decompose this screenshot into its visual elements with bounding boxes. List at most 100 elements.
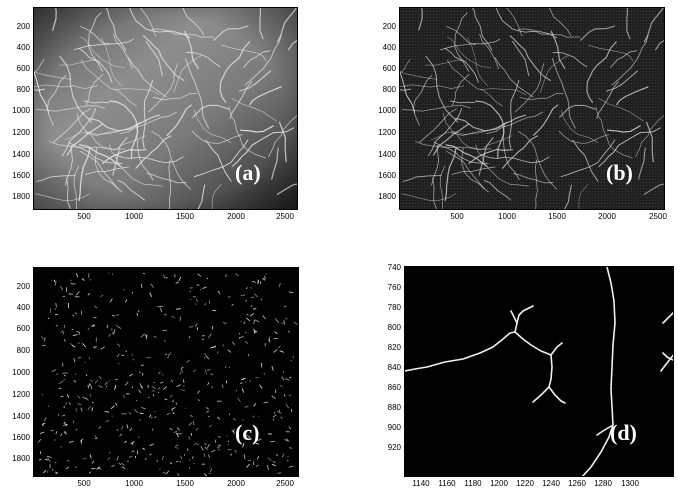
segment-pixel [121, 462, 125, 466]
x-tick-label: 2000 [227, 479, 245, 488]
fiber-strand [168, 159, 172, 209]
segment-pixel [141, 407, 146, 410]
fiber-strand [479, 33, 499, 70]
y-tick-label: 800 [382, 85, 396, 94]
fiber-strand [73, 38, 134, 51]
y-tick-label: 1200 [12, 128, 30, 137]
y-tick-label: 1400 [12, 412, 30, 421]
fiber-strand [475, 100, 505, 159]
segment-pixel [98, 375, 102, 380]
segment-pixel [159, 307, 163, 313]
fiber-strand [475, 144, 529, 187]
segment-pixel [238, 337, 240, 340]
fiber-strand [276, 183, 297, 195]
segment-pixel [129, 427, 133, 432]
segment-pixel [171, 315, 175, 318]
segment-pixel [277, 345, 281, 349]
y-tick-label: 1400 [12, 150, 30, 159]
fiber-strand [213, 25, 249, 41]
fiber-strand [483, 180, 512, 201]
fiber-strand [512, 40, 530, 77]
segment-pixel [189, 414, 193, 418]
fiber-strand [211, 183, 222, 209]
x-tick-label: 2500 [649, 212, 667, 221]
x-tick-label: 500 [77, 479, 91, 488]
segment-pixel [116, 314, 119, 317]
segment-pixel [115, 324, 119, 328]
segment-pixel [149, 292, 153, 297]
fiber-strand [400, 71, 416, 113]
x-tick-label: 1140 [412, 479, 430, 488]
fiber-strand [61, 108, 97, 157]
segment-pixel [180, 389, 186, 392]
segment-pixel [210, 468, 213, 473]
segment-pixel [164, 314, 167, 316]
segment-pixel [37, 438, 42, 443]
segment-pixel [93, 316, 97, 319]
segment-pixel [60, 433, 63, 437]
fiber-strand [508, 79, 520, 149]
segment-pixel [106, 420, 110, 422]
y-tick-label: 820 [387, 343, 401, 352]
segment-pixel [131, 450, 133, 453]
fiber-strand [501, 135, 539, 169]
y-tick-label: 200 [16, 282, 30, 291]
segment-pixel [85, 373, 88, 377]
fiber-strand [219, 41, 251, 104]
segment-pixel [207, 443, 210, 448]
fiber-strand [66, 177, 72, 209]
segment-pixel [59, 285, 64, 291]
fiber-strand [244, 35, 282, 86]
segment-pixel [142, 447, 146, 450]
segment-pixel [204, 303, 206, 306]
segment-pixel [246, 313, 249, 316]
segment-pixel [150, 283, 154, 288]
segment-pixel [98, 385, 103, 388]
segment-pixel [180, 368, 184, 373]
fiber-strand [431, 131, 486, 141]
segment-pixel [217, 446, 221, 449]
segment-pixel [47, 470, 49, 473]
segment-pixel [268, 336, 271, 341]
segment-pixel [119, 433, 123, 437]
fiber-strand [100, 37, 122, 87]
fiber-strand [517, 131, 558, 190]
x-tick-label: 1240 [542, 479, 560, 488]
fiber-strand [59, 55, 93, 123]
segment-pixel [288, 426, 292, 430]
segment-pixel [249, 287, 253, 289]
segment-pixel [217, 290, 221, 294]
segment-pixel [285, 403, 290, 409]
segment-pixel [77, 356, 82, 359]
segment-pixel [177, 472, 180, 476]
segment-pixel [264, 275, 266, 280]
fiber-strand [34, 71, 72, 80]
fiber-strand [643, 183, 664, 195]
y-tick-label: 740 [387, 263, 401, 272]
segment-pixel [179, 461, 182, 463]
segment-pixel [195, 298, 199, 303]
fiber-strand [494, 56, 534, 98]
y-tick-label: 920 [387, 443, 401, 452]
segment-pixel [175, 432, 179, 437]
segment-pixel [67, 460, 69, 462]
fiber-strand [455, 114, 527, 132]
segment-pixel [251, 296, 255, 298]
segment-pixel [271, 463, 276, 467]
segment-pixel [288, 465, 294, 468]
panel-label-d: (d) [610, 420, 637, 445]
segment-pixel [289, 394, 291, 397]
x-tick-label: 2000 [598, 212, 616, 221]
x-tick-label: 1220 [516, 479, 534, 488]
segment-pixel [153, 381, 156, 384]
fiber-strand [113, 88, 160, 96]
segment-pixel [239, 336, 244, 339]
y-tick-label: 800 [16, 85, 30, 94]
segment-pixel [60, 330, 64, 334]
fiber-strand [427, 108, 463, 157]
segment-pixel [47, 455, 52, 458]
segment-pixel [165, 277, 168, 279]
segment-pixel [90, 384, 93, 390]
segment-pixel [176, 308, 181, 310]
segment-pixel [204, 353, 208, 358]
